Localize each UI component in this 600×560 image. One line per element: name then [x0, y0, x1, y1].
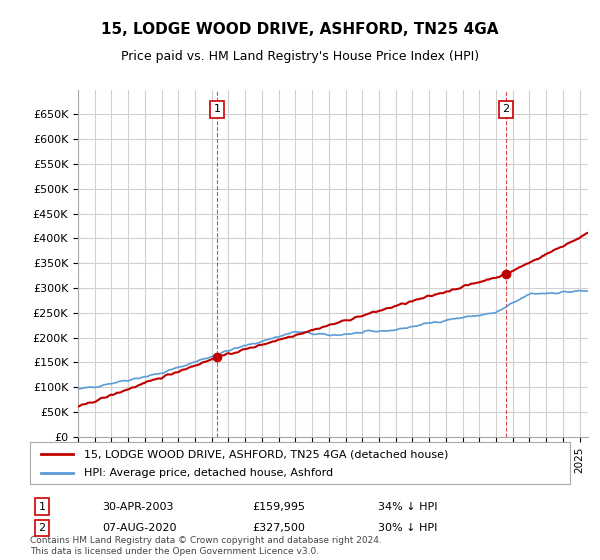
- Text: 1: 1: [214, 104, 221, 114]
- Text: HPI: Average price, detached house, Ashford: HPI: Average price, detached house, Ashf…: [84, 468, 333, 478]
- Text: £159,995: £159,995: [252, 502, 305, 512]
- Text: 15, LODGE WOOD DRIVE, ASHFORD, TN25 4GA: 15, LODGE WOOD DRIVE, ASHFORD, TN25 4GA: [101, 22, 499, 38]
- Text: 15, LODGE WOOD DRIVE, ASHFORD, TN25 4GA (detached house): 15, LODGE WOOD DRIVE, ASHFORD, TN25 4GA …: [84, 449, 448, 459]
- Text: 2: 2: [38, 523, 46, 533]
- Text: 2: 2: [502, 104, 509, 114]
- Text: 30-APR-2003: 30-APR-2003: [102, 502, 173, 512]
- Text: Price paid vs. HM Land Registry's House Price Index (HPI): Price paid vs. HM Land Registry's House …: [121, 50, 479, 63]
- Text: Contains HM Land Registry data © Crown copyright and database right 2024.
This d: Contains HM Land Registry data © Crown c…: [30, 536, 382, 556]
- Text: 30% ↓ HPI: 30% ↓ HPI: [378, 523, 437, 533]
- Text: £327,500: £327,500: [252, 523, 305, 533]
- Text: 07-AUG-2020: 07-AUG-2020: [102, 523, 176, 533]
- Text: 34% ↓ HPI: 34% ↓ HPI: [378, 502, 437, 512]
- Text: 1: 1: [38, 502, 46, 512]
